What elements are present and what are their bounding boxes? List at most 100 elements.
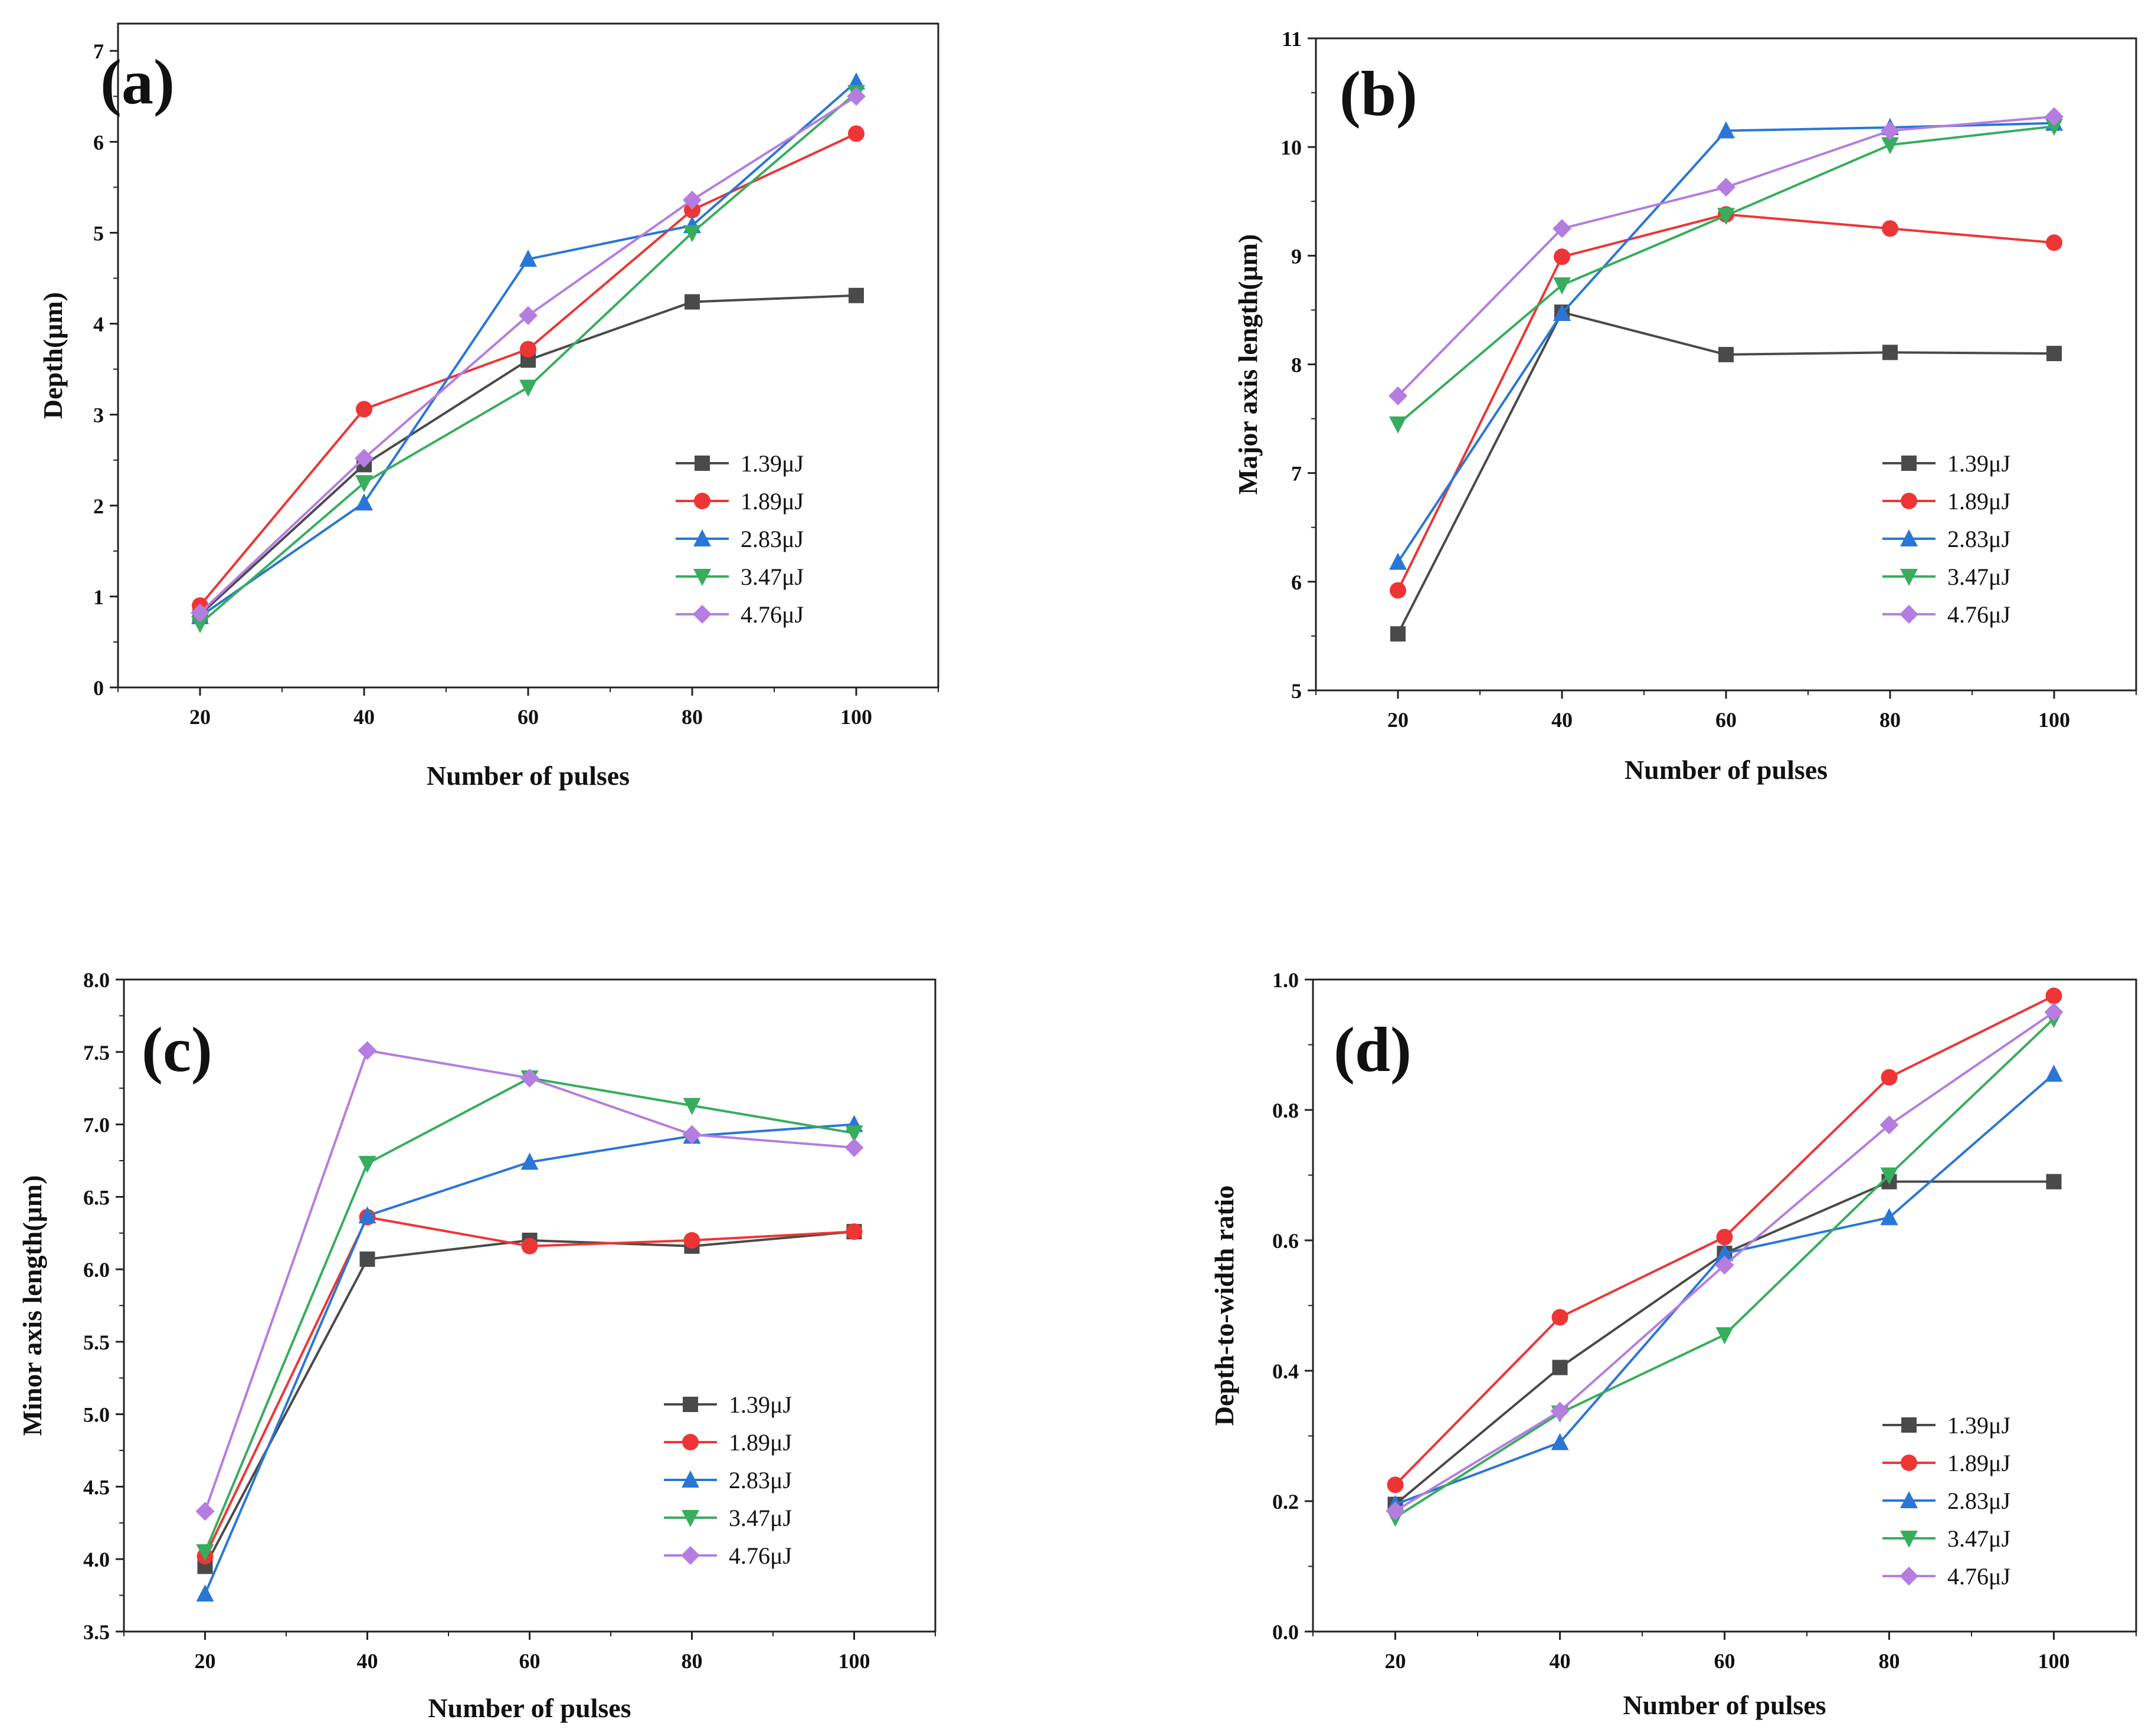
legend-marker	[1900, 1567, 1918, 1586]
legend-label: 1.89μJ	[1947, 1450, 2010, 1476]
x-tick-label: 60	[1714, 1649, 1735, 1673]
legend: 1.39μJ 1.89μJ 2.83μJ 3.47μJ 4.76μJ	[1882, 450, 2010, 628]
y-tick-label: 0.8	[1272, 1099, 1299, 1122]
legend: 1.39μJ 1.89μJ 2.83μJ 3.47μJ 4.76μJ	[676, 450, 804, 628]
y-tick-label: 9	[1291, 244, 1302, 268]
legend-marker	[681, 1546, 700, 1565]
y-tick-label: 6	[93, 130, 104, 154]
legend-label: 4.76μJ	[1947, 1563, 2010, 1590]
legend-label: 1.39μJ	[729, 1391, 792, 1418]
panel-label: (d)	[1334, 1015, 1412, 1085]
legend-label: 3.47μJ	[1947, 564, 2010, 590]
data-point	[1553, 1360, 1568, 1375]
y-tick-label: 3.5	[83, 1620, 110, 1644]
y-tick-label: 8	[1291, 353, 1302, 377]
legend-label: 1.39μJ	[1947, 450, 2010, 477]
data-point	[1718, 347, 1734, 362]
x-tick-label: 20	[189, 705, 211, 729]
legend: 1.39μJ 1.89μJ 2.83μJ 3.47μJ 4.76μJ	[1882, 1412, 2010, 1590]
legend-label: 2.83μJ	[741, 526, 804, 552]
series-line	[1398, 126, 2054, 424]
data-point	[197, 1584, 214, 1601]
y-tick-label: 8.0	[83, 968, 110, 992]
y-tick-label: 6	[1291, 571, 1302, 594]
x-tick-label: 100	[2038, 1649, 2070, 1673]
legend-label: 1.39μJ	[1947, 1412, 2010, 1439]
legend-marker	[1901, 1455, 1917, 1471]
data-point	[1717, 178, 1735, 196]
x-tick-label: 40	[357, 1649, 378, 1673]
chart-panel-d: 0.00.20.40.60.81.020 40 60 80 100Number of p…	[1209, 968, 2136, 1720]
y-tick-label: 5.5	[83, 1331, 110, 1354]
data-point	[1716, 1327, 1734, 1344]
legend-label: 1.89μJ	[729, 1429, 792, 1456]
data-point	[1389, 553, 1407, 570]
data-point	[2046, 988, 2062, 1004]
figure: 0123456720 40 60 80 100Number of pulsesDepth…	[0, 0, 2145, 1736]
y-tick-label: 0.0	[1272, 1620, 1299, 1644]
legend-label: 3.47μJ	[729, 1505, 792, 1531]
y-tick-label: 5	[1291, 679, 1302, 703]
x-tick-label: 80	[1879, 1649, 1900, 1673]
legend: 1.39μJ 1.89μJ 2.83μJ 3.47μJ 4.76μJ	[664, 1391, 792, 1569]
y-tick-label: 0.4	[1272, 1360, 1299, 1383]
legend-marker	[682, 1434, 699, 1450]
legend-label: 2.83μJ	[729, 1467, 792, 1493]
plot-frame	[1313, 980, 2136, 1632]
chart-panel-b: 56789101120 40 60 80 100Number of pulsesMajo…	[1233, 27, 2136, 785]
x-axis-title: Number of pulses	[428, 1693, 631, 1723]
x-tick-label: 40	[1551, 708, 1573, 732]
y-tick-label: 6.5	[83, 1185, 110, 1209]
data-point	[1553, 277, 1571, 294]
data-point	[849, 288, 864, 303]
legend-label: 4.76μJ	[741, 601, 804, 628]
legend-marker	[695, 456, 710, 471]
y-tick-label: 0.2	[1272, 1490, 1299, 1514]
x-tick-label: 100	[2038, 708, 2070, 732]
x-tick-label: 60	[518, 705, 539, 729]
x-tick-label: 80	[682, 1649, 703, 1673]
y-tick-label: 7.0	[83, 1113, 110, 1137]
legend-label: 3.47μJ	[1947, 1525, 2010, 1552]
series-2	[1387, 1064, 2063, 1512]
series-3	[1389, 119, 2063, 434]
data-point	[1390, 582, 1406, 599]
legend-marker	[694, 493, 710, 509]
legend-label: 1.39μJ	[741, 450, 804, 477]
data-point	[360, 1252, 375, 1267]
x-tick-label: 40	[353, 705, 375, 729]
y-tick-label: 4.0	[83, 1548, 110, 1571]
data-point	[847, 87, 866, 106]
data-point	[1882, 220, 1898, 237]
x-tick-label: 60	[519, 1649, 541, 1673]
y-tick-label: 7	[1291, 462, 1302, 486]
legend-marker	[1901, 456, 1917, 471]
data-point	[355, 493, 373, 510]
legend-label: 2.83μJ	[1947, 1488, 2010, 1514]
legend-label: 4.76μJ	[729, 1542, 792, 1569]
chart-panel-c: 3.54.04.55.05.56.06.57.07.58.020 40 60 80 10…	[17, 968, 935, 1723]
x-tick-label: 100	[840, 705, 872, 729]
data-point	[520, 341, 536, 358]
panel-label: (a)	[100, 47, 175, 117]
y-tick-label: 10	[1281, 136, 1302, 159]
y-tick-label: 5	[93, 221, 104, 245]
y-tick-label: 1	[93, 585, 104, 609]
x-tick-label: 20	[195, 1649, 216, 1673]
legend-label: 1.89μJ	[1947, 488, 2010, 515]
chart-panel-a: 0123456720 40 60 80 100Number of pulsesDepth…	[38, 24, 938, 791]
x-tick-label: 80	[1879, 708, 1901, 732]
data-point	[1717, 1229, 1733, 1245]
y-tick-label: 0.6	[1272, 1229, 1299, 1253]
y-tick-label: 3	[93, 404, 104, 427]
x-tick-label: 20	[1387, 708, 1409, 732]
data-point	[845, 1138, 864, 1157]
series-line	[1396, 1074, 2054, 1504]
y-tick-label: 4.5	[83, 1475, 110, 1499]
y-tick-label: 5.0	[83, 1403, 110, 1427]
data-point	[2045, 1064, 2063, 1082]
y-tick-label: 7.5	[83, 1041, 110, 1064]
y-tick-label: 11	[1282, 27, 1302, 51]
data-point	[2045, 1003, 2064, 1021]
y-axis-title: Minor axis length(μm)	[17, 1175, 47, 1436]
